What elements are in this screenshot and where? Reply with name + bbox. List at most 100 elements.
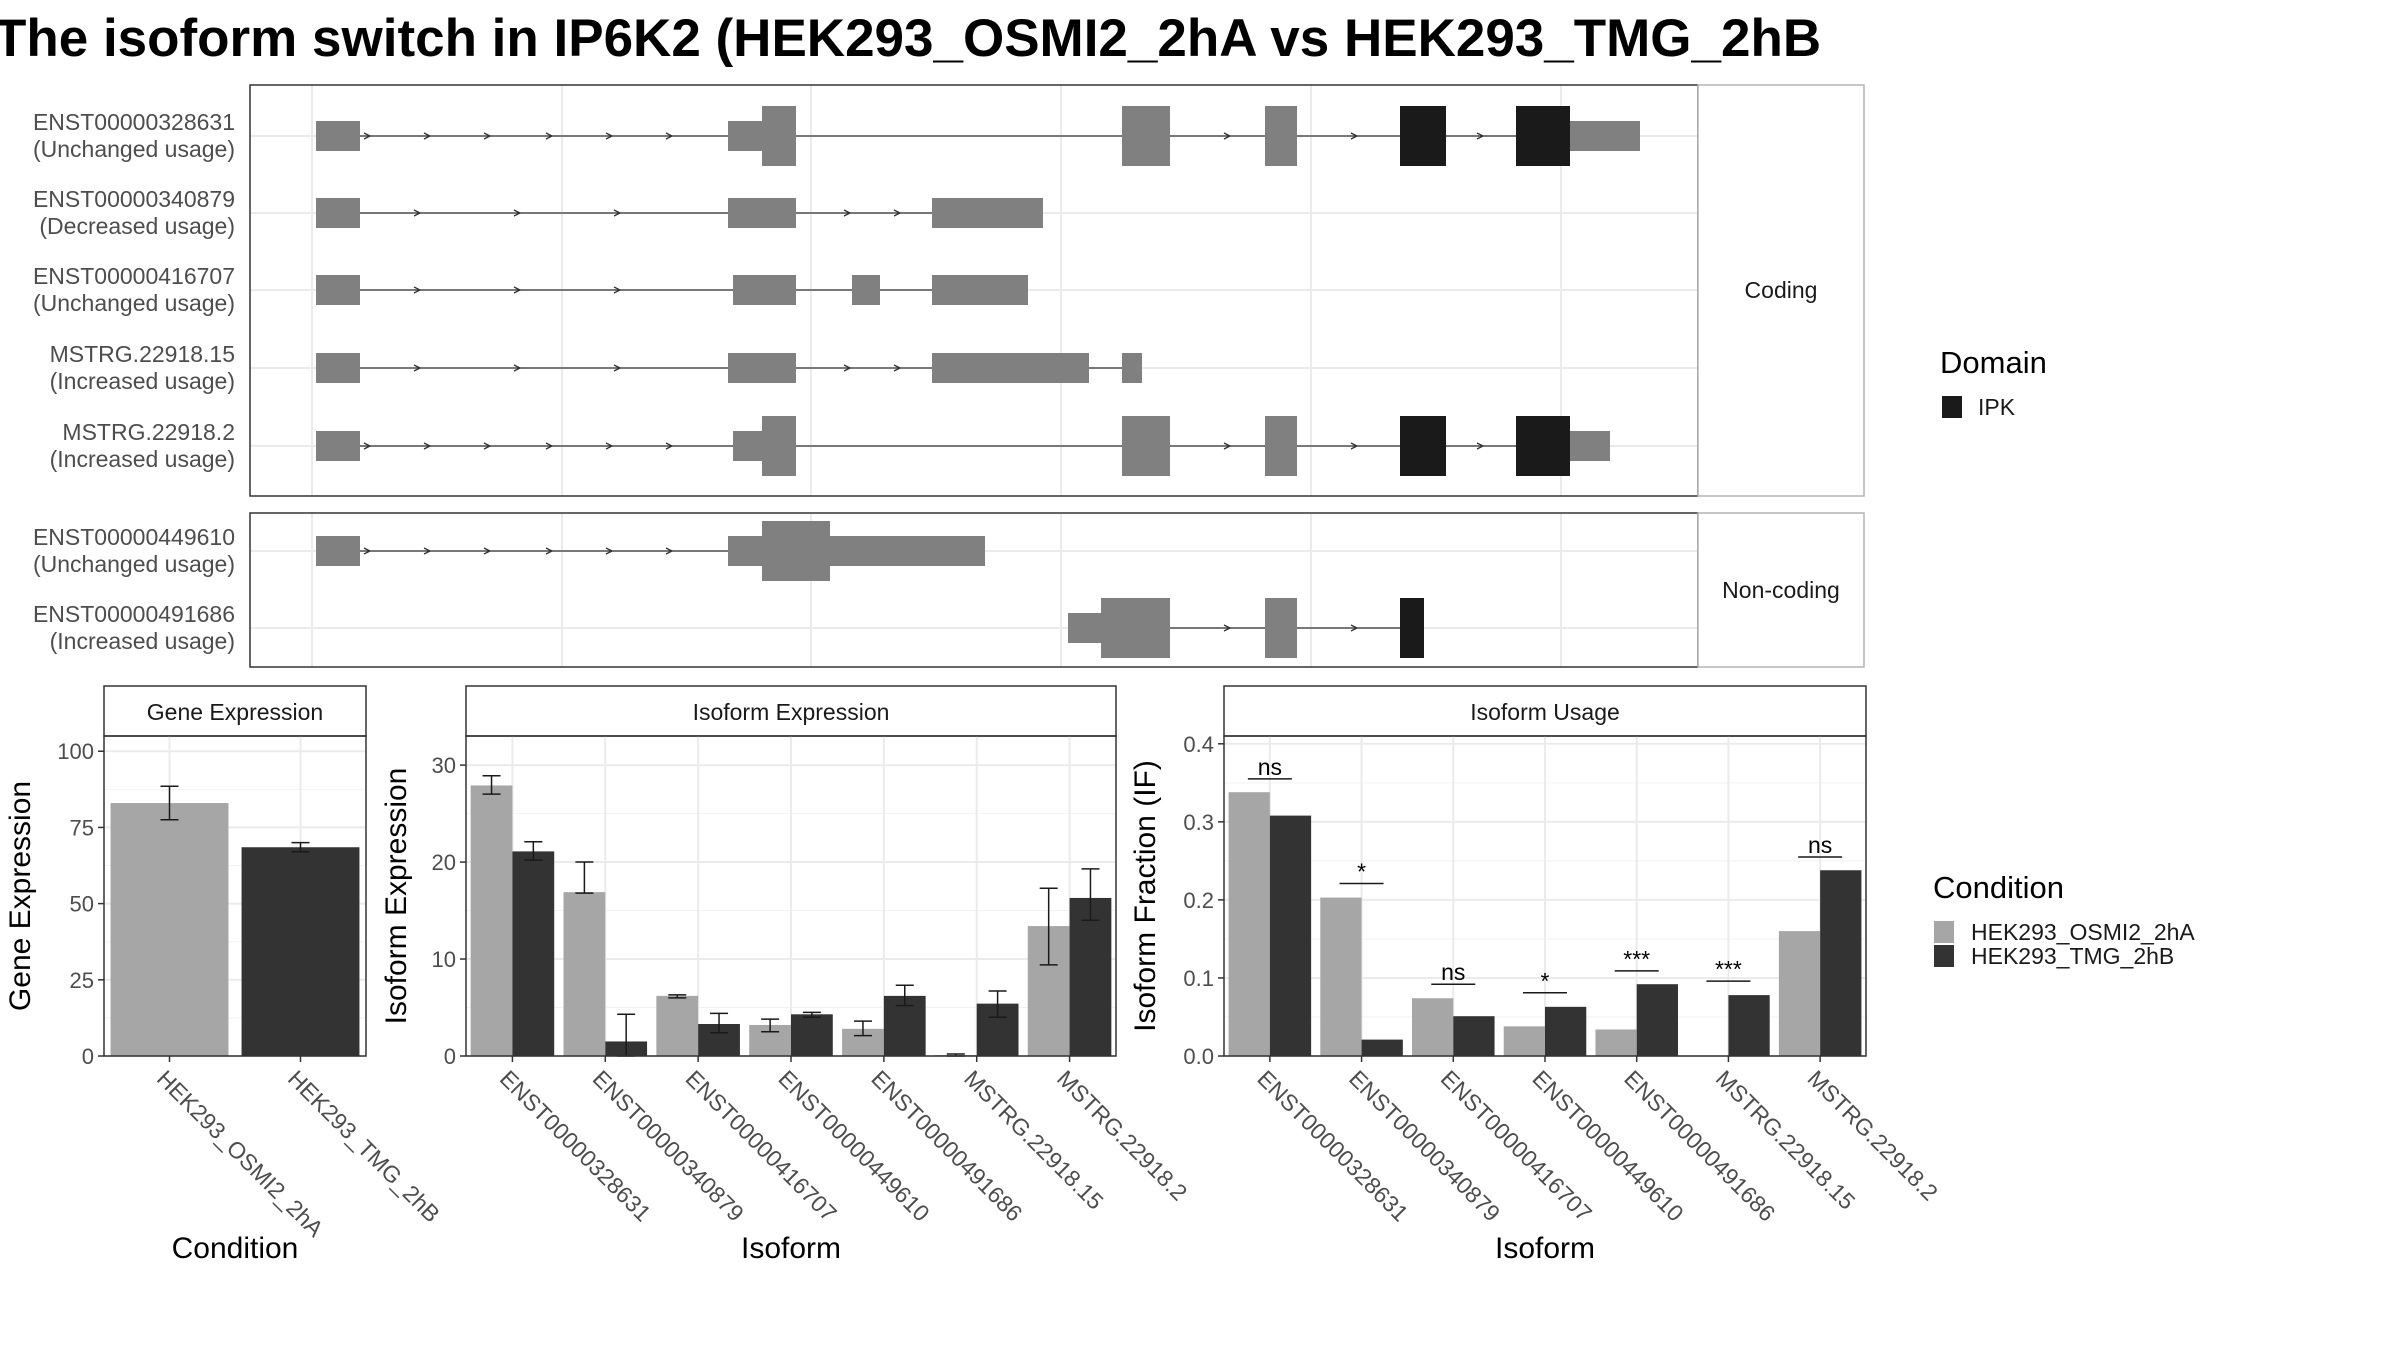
strand-arrow — [893, 364, 902, 372]
y-tick-label: 30 — [432, 753, 456, 778]
y-tick-label: 100 — [57, 739, 94, 764]
y-tick-label: 0.1 — [1183, 966, 1214, 991]
bar — [1503, 1026, 1545, 1056]
coding-strip — [1697, 84, 1865, 497]
strand-arrow — [843, 364, 852, 372]
x-tick-label: ENST00000449610 — [773, 1065, 934, 1226]
exon — [733, 431, 762, 461]
exon — [728, 353, 796, 383]
transcript-track — [316, 198, 1043, 228]
exon — [1122, 353, 1142, 383]
error-bar — [482, 775, 501, 795]
chart-title: Gene Expression — [147, 699, 323, 725]
exon — [932, 198, 1043, 228]
bar — [1545, 1006, 1587, 1056]
significance-label: ns — [1808, 832, 1832, 858]
x-tick-label: ENST00000328631 — [495, 1065, 656, 1226]
bar — [791, 1014, 833, 1056]
condition-legend-label-tmg: HEK293_TMG_2hB — [1971, 943, 2174, 969]
error-bar — [575, 861, 594, 894]
bar — [1069, 897, 1112, 1056]
isoform-id-label: ENST00000416707 — [33, 263, 235, 289]
coding-panel-tracks — [316, 106, 1640, 476]
strand-arrow — [893, 209, 902, 217]
bar — [1412, 998, 1454, 1056]
noncoding-strip — [1697, 512, 1865, 668]
strand-arrow — [483, 547, 492, 555]
ipk-domain — [1400, 106, 1446, 166]
isoform-id-label: ENST00000328631 — [33, 109, 235, 135]
y-tick-label: 75 — [70, 815, 94, 840]
isoform-usage-label: (Unchanged usage) — [33, 136, 235, 162]
exon — [932, 353, 1089, 383]
error-bar — [853, 1020, 872, 1037]
y-tick-label: 0.3 — [1183, 810, 1214, 835]
error-bar — [710, 1012, 729, 1034]
gene-expression-chart: Gene Expression0255075100HEK293_OSMI2_2h… — [4, 685, 445, 1265]
exon — [1101, 598, 1170, 658]
strand-arrow — [363, 442, 372, 450]
x-tick-label: ENST00000340879 — [588, 1065, 749, 1226]
exon — [733, 275, 796, 305]
exon — [762, 106, 796, 166]
strand-arrow — [1223, 132, 1232, 140]
strand-arrow — [513, 286, 522, 294]
domain-legend-title: Domain — [1940, 345, 2047, 380]
exon — [1570, 121, 1640, 151]
x-tick-label: ENST00000449610 — [1527, 1065, 1688, 1226]
domain-legend: Domain IPK — [1940, 345, 2047, 420]
significance-label: *** — [1715, 956, 1742, 982]
bar — [1820, 870, 1862, 1056]
strand-arrow — [613, 209, 622, 217]
noncoding-panel-tracks — [316, 521, 1424, 658]
strand-arrow — [413, 286, 422, 294]
bar — [1228, 792, 1270, 1056]
transcript-track — [316, 416, 1610, 476]
condition-legend-label-osmi2: HEK293_OSMI2_2hA — [1971, 919, 2195, 945]
exon — [1265, 598, 1297, 658]
exon — [762, 521, 830, 581]
chart-panel-border — [103, 735, 367, 1057]
strand-arrow — [545, 442, 554, 450]
strand-arrow — [1223, 624, 1232, 632]
x-axis-title: Condition — [172, 1232, 299, 1265]
figure-title: The isoform switch in IP6K2 (HEK293_OSMI… — [0, 9, 1821, 68]
exon — [728, 536, 762, 566]
strand-arrow — [545, 132, 554, 140]
strand-arrow — [423, 547, 432, 555]
bar — [512, 851, 555, 1056]
error-bar — [1081, 868, 1100, 921]
bar — [110, 803, 229, 1056]
isoform-usage-label: (Increased usage) — [50, 446, 235, 472]
strand-arrow — [483, 132, 492, 140]
exon — [932, 275, 1028, 305]
y-tick-label: 25 — [70, 968, 94, 993]
noncoding-panel: Non-coding — [249, 512, 1865, 668]
x-axis-title: Isoform — [1495, 1232, 1595, 1265]
transcript-track — [316, 353, 1142, 383]
x-tick-label: ENST00000491686 — [1619, 1065, 1780, 1226]
significance-label: ns — [1258, 754, 1282, 780]
condition-legend: Condition HEK293_OSMI2_2hA HEK293_TMG_2h… — [1933, 870, 2195, 969]
chart-title: Isoform Expression — [693, 699, 890, 725]
exon — [852, 275, 880, 305]
bar — [470, 785, 513, 1056]
error-bar — [524, 840, 543, 861]
isoform-id-label: MSTRG.22918.2 — [62, 419, 235, 445]
exon — [1122, 106, 1170, 166]
isoform-labels: ENST00000328631(Unchanged usage) ENST0000… — [33, 109, 235, 654]
y-tick-label: 10 — [432, 947, 456, 972]
exon — [316, 536, 360, 566]
strand-arrow — [423, 442, 432, 450]
exon — [1068, 613, 1101, 643]
chart-title: Isoform Usage — [1470, 699, 1620, 725]
y-tick-label: 0 — [444, 1044, 456, 1069]
strand-arrow — [1476, 132, 1485, 140]
strand-arrow — [413, 364, 422, 372]
exon — [316, 353, 360, 383]
isoform-expression-chart: Isoform Expression 0 10 20 30 ENST00000328631… — [380, 685, 1192, 1265]
exon — [1570, 431, 1610, 461]
strand-arrow — [513, 209, 522, 217]
